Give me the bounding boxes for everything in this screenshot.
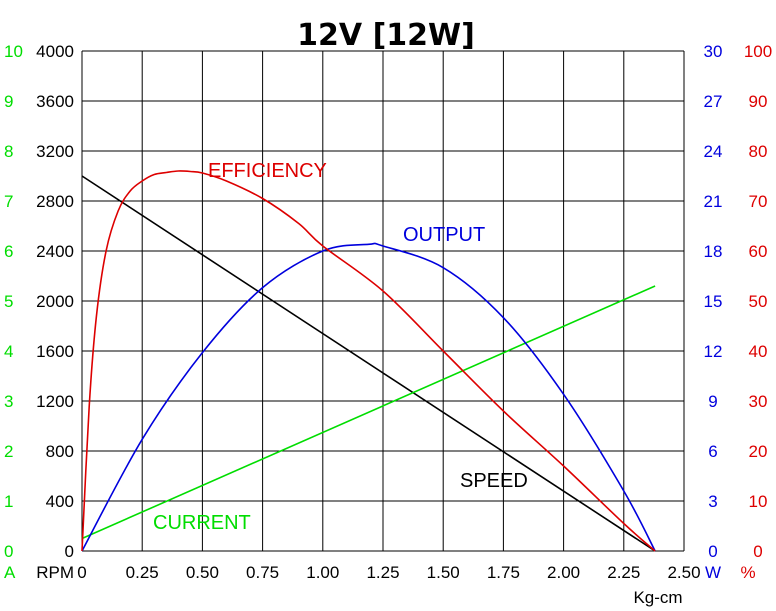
speed-tick-label: 3600	[36, 92, 74, 111]
efficiency-tick-label: 50	[749, 292, 768, 311]
output-tick-label: 21	[704, 192, 723, 211]
efficiency-tick-label: 100	[744, 42, 772, 61]
efficiency-tick-label: 90	[749, 92, 768, 111]
output-tick-label: 24	[704, 142, 723, 161]
efficiency-tick-label: 30	[749, 392, 768, 411]
efficiency-label: EFFICIENCY	[208, 160, 327, 182]
x-tick-label: 2.25	[607, 563, 640, 582]
speed-curve	[81, 175, 656, 552]
speed-tick-label: 3200	[36, 142, 74, 161]
output-tick-label: 27	[704, 92, 723, 111]
efficiency-tick-label: 20	[749, 442, 768, 461]
efficiency-tick-label: 70	[749, 192, 768, 211]
efficiency-tick-label: 0	[753, 542, 762, 561]
current-tick-label: 3	[4, 392, 13, 411]
x-tick-label: 0	[77, 563, 86, 582]
x-axis-label: Kg-cm	[633, 588, 682, 607]
output-curve	[81, 242, 656, 552]
current-tick-label: 9	[4, 92, 13, 111]
efficiency-tick-label: 10	[749, 492, 768, 511]
current-tick-label: 2	[4, 442, 13, 461]
x-tick-label: 0.25	[126, 563, 159, 582]
plot-grid	[81, 50, 685, 552]
x-tick-label: 0.75	[246, 563, 279, 582]
output-label: OUTPUT	[403, 224, 485, 246]
x-tick-label: 1.25	[366, 563, 399, 582]
output-tick-label: 3	[708, 492, 717, 511]
speed-tick-label: 2400	[36, 242, 74, 261]
chart-title: 12V [12W]	[297, 18, 475, 53]
current-tick-label: 7	[4, 192, 13, 211]
speed-unit-label: RPM	[36, 563, 74, 582]
speed-tick-label: 1200	[36, 392, 74, 411]
current-tick-label: 10	[4, 42, 23, 61]
current-tick-label: 6	[4, 242, 13, 261]
efficiency-unit-label: %	[740, 563, 755, 582]
x-tick-label: 2.50	[667, 563, 700, 582]
current-tick-label: 8	[4, 142, 13, 161]
speed-tick-label: 4000	[36, 42, 74, 61]
current-label: CURRENT	[153, 512, 251, 534]
efficiency-curve	[81, 170, 656, 552]
curve-annotations: EFFICIENCY OUTPUT SPEED CURRENT	[153, 160, 528, 534]
current-tick-label: 4	[4, 342, 13, 361]
efficiency-tick-label: 40	[749, 342, 768, 361]
output-tick-label: 15	[704, 292, 723, 311]
current-curve	[81, 285, 656, 540]
speed-label: SPEED	[460, 470, 528, 492]
x-tick-label: 1.50	[427, 563, 460, 582]
speed-tick-label: 800	[46, 442, 74, 461]
output-tick-label: 0	[708, 542, 717, 561]
output-tick-label: 12	[704, 342, 723, 361]
axis-labels: 0123456789100400800120016002000240028003…	[4, 42, 772, 607]
current-tick-label: 0	[4, 542, 13, 561]
speed-tick-label: 2800	[36, 192, 74, 211]
current-tick-label: 1	[4, 492, 13, 511]
speed-tick-label: 2000	[36, 292, 74, 311]
speed-tick-label: 0	[65, 542, 74, 561]
efficiency-tick-label: 60	[749, 242, 768, 261]
output-tick-label: 6	[708, 442, 717, 461]
current-tick-label: 5	[4, 292, 13, 311]
output-tick-label: 9	[708, 392, 717, 411]
efficiency-tick-label: 80	[749, 142, 768, 161]
speed-tick-label: 1600	[36, 342, 74, 361]
plot-curves	[81, 170, 656, 552]
current-unit-label: A	[4, 563, 16, 582]
output-tick-label: 30	[704, 42, 723, 61]
x-tick-label: 1.75	[487, 563, 520, 582]
x-tick-label: 0.50	[186, 563, 219, 582]
output-tick-label: 18	[704, 242, 723, 261]
output-unit-label: W	[705, 563, 721, 582]
speed-tick-label: 400	[46, 492, 74, 511]
x-tick-label: 2.00	[547, 563, 580, 582]
x-tick-label: 1.00	[306, 563, 339, 582]
